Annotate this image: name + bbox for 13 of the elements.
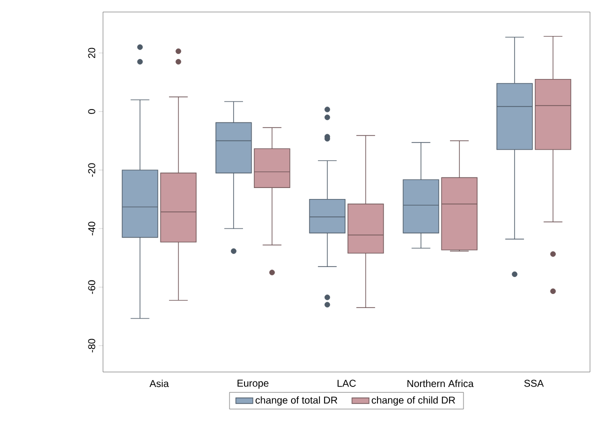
y-tick-label: -20 [88,163,96,177]
x-tick-label: Northern Africa [407,380,474,388]
y-tick-label: 20 [88,48,96,58]
y-tick-label: -80 [88,338,96,352]
x-tick-label: LAC [338,380,356,387]
x-tick-label: Europe [238,380,268,389]
legend-label: change of child DR [372,396,456,406]
x-tick-label: SSA [524,380,544,387]
y-tick-label: -40 [88,222,96,236]
legend-label: change of total DR [256,396,338,406]
y-tick-label: 0 [88,109,96,114]
x-tick-label: Asia [150,380,169,388]
y-tick-label: -60 [88,280,96,294]
